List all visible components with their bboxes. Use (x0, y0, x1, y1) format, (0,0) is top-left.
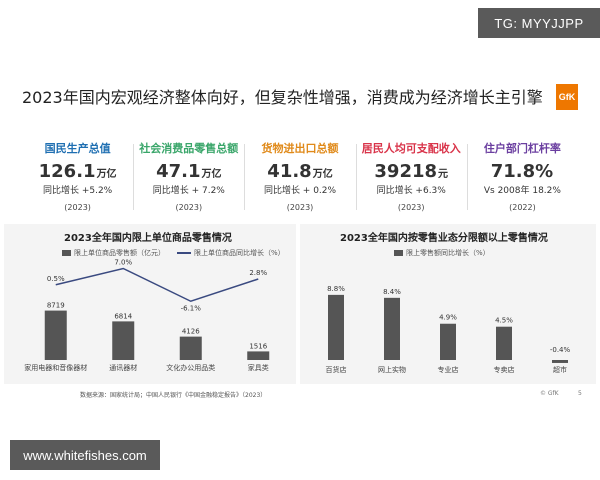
retail-by-format-chart: 8.8% 百货店 8.4% 网上实物 4.9% 专业店 4.5% 专卖店 -0.4% 超市 (326, 285, 571, 374)
bar-value-label: 4.9% (439, 314, 457, 322)
kpi-trade: 货物进出口总额 41.8万亿 同比增长 + 0.2% (2023) (244, 142, 355, 216)
bar (44, 310, 67, 360)
telegram-watermark: TG: MYYJJPP (478, 8, 600, 38)
data-source-note: 数据来源：国家统计局；中国人民银行《中国金融稳定报告》（2023） (80, 392, 267, 399)
kpi-unit: 万亿 (312, 169, 333, 180)
kpi-number: 71.8% (490, 161, 554, 182)
bar (384, 297, 400, 360)
growth-line (55, 267, 259, 303)
kpi-row: 国民生产总值 126.1万亿 同比增长 +5.2% (2023) 社会消费品零售… (22, 142, 578, 216)
kpi-label: 国民生产总值 (44, 142, 111, 155)
bar-value-label: -0.4% (550, 346, 571, 354)
category-label: 文化办公用品类 (166, 363, 215, 372)
kpi-number: 39218 (374, 161, 438, 182)
category-label: 专卖店 (494, 365, 515, 374)
website-watermark: www.whitefishes.com (10, 440, 160, 470)
kpi-growth: 同比增长 +5.2% (42, 186, 113, 196)
retail-by-category-chart: 8719 家用电器和音像器材 6814 通讯器材 4126 文化办公用品类 1516 家具类 0… (24, 259, 270, 372)
bar (496, 326, 512, 360)
line-value-label: 0.5% (47, 275, 65, 283)
kpi-label: 住户部门杠杆率 (483, 142, 561, 155)
right-chart-title: 2023全年国内按零售业态分限额以上零售情况 (340, 233, 548, 244)
kpi-unit: 万亿 (96, 169, 117, 180)
kpi-label: 货物进出口总额 (261, 142, 339, 155)
kpi-growth: Vs 2008年 18.2% (483, 186, 561, 196)
line-legend-swatch (177, 252, 191, 254)
bar (179, 336, 202, 360)
kpi-unit: 万亿 (201, 169, 222, 180)
right-chart-legend: 限上零售额同比增长（%） (394, 248, 490, 258)
kpi-label: 社会消费品零售总额 (139, 142, 239, 155)
kpi-value: 47.1万亿 (133, 159, 244, 185)
category-label: 超市 (553, 365, 567, 374)
footer-brand: © GfK (540, 390, 559, 397)
line-value-label: 2.8% (249, 269, 267, 277)
bar-value-label: 4126 (182, 328, 200, 336)
category-label: 专业店 (438, 365, 459, 374)
page-number: 5 (578, 390, 582, 397)
category-label: 网上实物 (378, 365, 406, 374)
kpi-retail-sales: 社会消费品零售总额 47.1万亿 同比增长 + 7.2% (2023) (133, 142, 244, 216)
kpi-growth: 同比增长 + 7.2% (152, 186, 225, 196)
kpi-value: 39218元 (356, 159, 467, 185)
category-label: 通讯器材 (109, 363, 137, 372)
bar (440, 323, 456, 360)
bar-value-label: 6814 (114, 312, 132, 320)
kpi-label: 居民人均可支配收入 (361, 142, 461, 155)
kpi-year: (2023) (175, 203, 203, 212)
left-chart-title: 2023全年国内限上单位商品零售情况 (64, 233, 232, 244)
page-headline: 2023年国内宏观经济整体向好，但复杂性增强，消费成为经济增长主引擎 (22, 88, 543, 107)
bar-value-label: 8.4% (383, 288, 401, 296)
kpi-number: 41.8 (267, 161, 312, 182)
bar (247, 351, 270, 360)
bar (328, 294, 344, 360)
bar-value-label: 8719 (47, 302, 65, 310)
line-legend-label: 限上单位商品同比增长（%） (194, 249, 285, 257)
kpi-year: (2023) (64, 203, 91, 212)
kpi-year: (2022) (509, 203, 536, 212)
line-value-label: -6.1% (181, 304, 202, 312)
kpi-gdp: 国民生产总值 126.1万亿 同比增长 +5.2% (2023) (22, 142, 133, 216)
gfk-logo: GfK (556, 84, 578, 110)
kpi-value: 126.1万亿 (22, 159, 133, 185)
line-value-label: 7.0% (114, 259, 132, 267)
bar-legend-label: 限上零售额同比增长（%） (406, 249, 490, 257)
category-label: 家用电器和音像器材 (24, 363, 87, 372)
kpi-unit: 元 (438, 169, 449, 180)
kpi-growth: 同比增长 +6.3% (376, 186, 446, 196)
kpi-number: 47.1 (156, 161, 201, 182)
bar-legend-label: 限上单位商品零售额（亿元） (74, 249, 165, 257)
bar-value-label: 4.5% (495, 317, 513, 325)
kpi-household-leverage: 住户部门杠杆率 71.8% Vs 2008年 18.2% (2022) (466, 142, 578, 216)
kpi-number: 126.1 (38, 161, 96, 182)
category-label: 家具类 (248, 363, 269, 372)
bar-value-label: 1516 (249, 342, 267, 350)
kpi-disposable-income: 居民人均可支配收入 39218元 同比增长 +6.3% (2023) (355, 142, 467, 216)
bar-legend-swatch (62, 250, 71, 256)
category-label: 百货店 (326, 365, 347, 374)
left-chart-legend: 限上单位商品零售额（亿元） 限上单位商品同比增长（%） (62, 248, 285, 258)
kpi-year: (2023) (286, 203, 314, 212)
bar (552, 360, 568, 363)
kpi-growth: 同比增长 + 0.2% (263, 186, 337, 196)
kpi-year: (2023) (397, 203, 425, 212)
bar-value-label: 8.8% (327, 285, 345, 293)
kpi-value: 71.8% (467, 159, 578, 185)
bar (112, 321, 135, 360)
kpi-value: 41.8万亿 (244, 159, 355, 185)
bar-legend-swatch (394, 250, 403, 256)
